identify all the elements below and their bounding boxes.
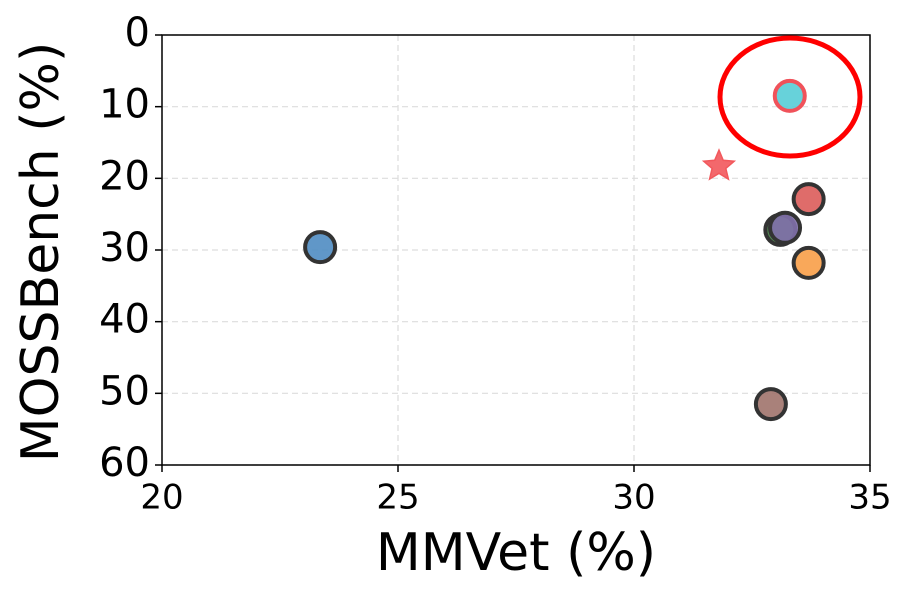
- point: [753, 387, 788, 422]
- y-tick-label: 40: [99, 297, 150, 343]
- y-axis-label: MOSSBench (%): [11, 42, 71, 463]
- x-tick-label: 25: [376, 478, 419, 518]
- point: [791, 182, 826, 217]
- y-tick-label: 30: [99, 225, 150, 271]
- y-tick-label: 20: [99, 153, 150, 199]
- x-axis-label: MMVet (%): [376, 523, 656, 583]
- x-tick-label: 30: [612, 478, 655, 518]
- x-tick-label: 20: [140, 478, 183, 518]
- y-tick-label: 10: [99, 82, 150, 128]
- star-point: [701, 148, 737, 181]
- point: [303, 230, 338, 265]
- highlight-ellipse: [717, 35, 863, 159]
- plot-frame: [161, 34, 871, 466]
- x-tick-label: 35: [848, 478, 891, 518]
- point: [791, 245, 826, 280]
- y-tick-label: 0: [125, 10, 150, 56]
- y-tick-label: 60: [99, 440, 150, 486]
- point: [772, 78, 807, 113]
- point: [768, 210, 803, 245]
- y-tick-label: 50: [99, 368, 150, 414]
